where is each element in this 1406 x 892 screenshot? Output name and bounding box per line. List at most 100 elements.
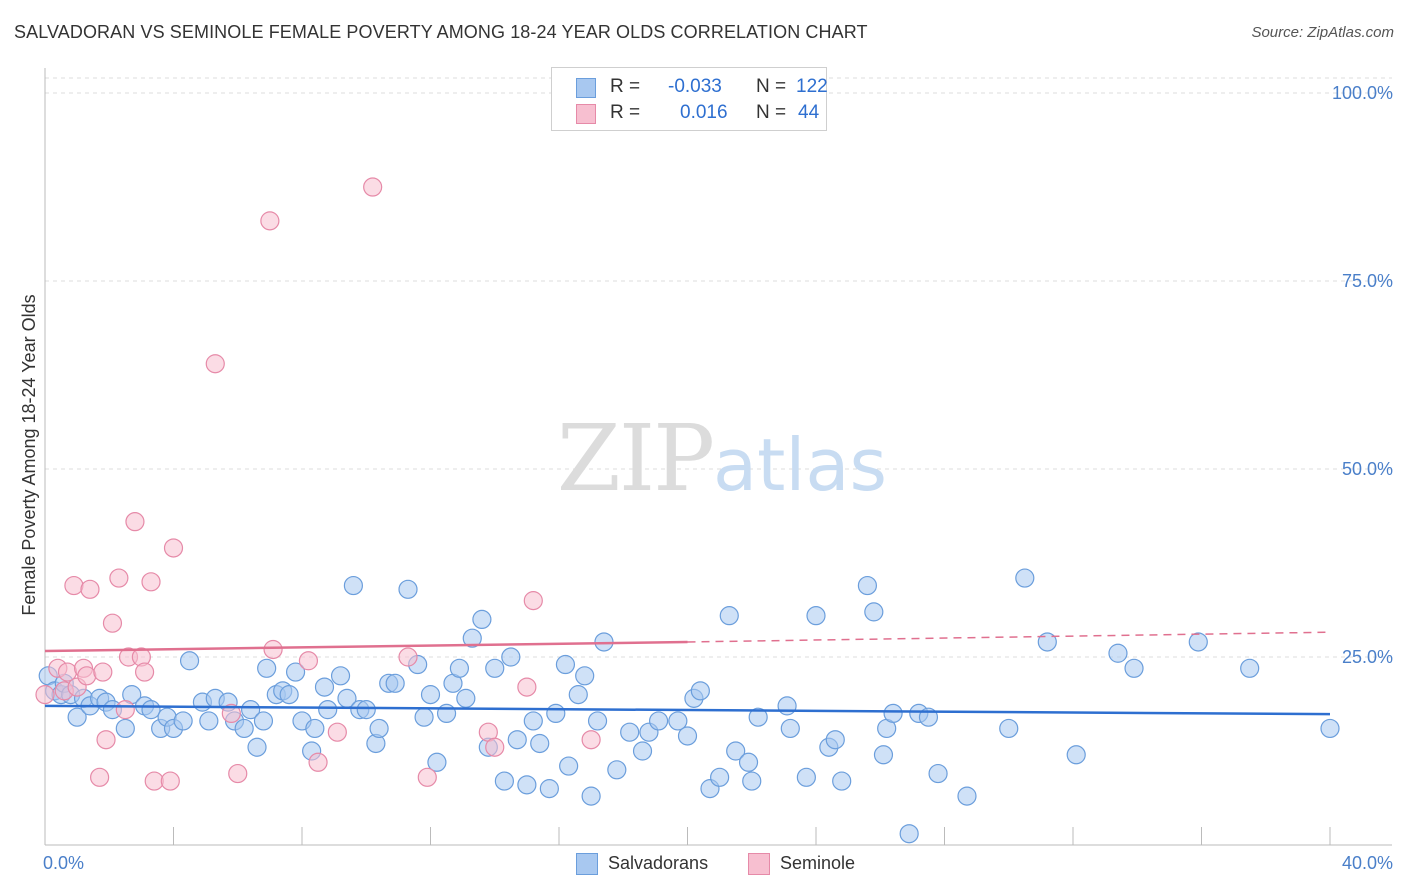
data-point (1320, 718, 1340, 739)
data-point (546, 703, 566, 724)
data-point (648, 711, 669, 731)
data-point (677, 726, 698, 746)
data-point (1240, 658, 1260, 678)
legend-r-value: 0.016 (680, 102, 728, 123)
data-point (719, 606, 739, 626)
tick-labels: 25.0% 50.0% 75.0% 100.0% 0.0% 40.0% (43, 83, 1393, 873)
data-point (873, 745, 894, 765)
data-point (748, 707, 768, 727)
data-point (427, 752, 447, 772)
data-point (93, 662, 113, 682)
data-point (899, 824, 919, 844)
data-point (928, 763, 948, 784)
legend-n-value: 44 (798, 102, 820, 123)
data-point (234, 718, 254, 739)
data-point (555, 654, 576, 675)
data-point (777, 696, 797, 716)
data-point (796, 767, 816, 787)
data-point (517, 677, 537, 697)
y-tick-label: 50.0% (1342, 459, 1393, 479)
data-point (559, 756, 579, 776)
legend-swatch-salvadorans (576, 853, 598, 875)
stats-legend: R = -0.033 N = 122 R = 0.016 N = 44 (551, 67, 828, 131)
x-tick-label: 40.0% (1342, 853, 1393, 873)
data-point (414, 707, 434, 727)
data-point (568, 685, 588, 705)
data-point (179, 651, 200, 671)
data-point (260, 211, 280, 231)
data-point (780, 718, 800, 739)
legend-swatch-seminole (576, 104, 596, 124)
data-point (257, 658, 277, 678)
data-point (420, 685, 441, 705)
data-point (125, 512, 145, 532)
trend-line-salvadorans (44, 704, 1331, 716)
data-point (398, 647, 418, 667)
data-point (883, 703, 903, 724)
trend-line-extension (687, 631, 1331, 643)
data-points (35, 177, 1340, 844)
trend-lines (44, 631, 1331, 716)
data-point (318, 700, 338, 720)
data-point (436, 703, 457, 724)
data-point (253, 711, 274, 731)
data-point (308, 752, 328, 772)
data-point (1108, 643, 1128, 663)
data-point (517, 775, 537, 795)
y-tick-label: 100.0% (1332, 83, 1393, 103)
data-point (109, 568, 129, 588)
legend-n-value: 122 (796, 76, 828, 97)
data-point (417, 767, 437, 787)
data-point (67, 707, 87, 727)
legend-swatch-salvadorans (576, 78, 596, 98)
data-point (806, 606, 826, 626)
data-point (668, 711, 688, 731)
data-point (485, 737, 505, 757)
data-point (35, 685, 55, 705)
data-point (832, 771, 852, 791)
data-point (343, 575, 363, 596)
data-point (507, 730, 527, 750)
legend-swatch-seminole (748, 853, 770, 875)
data-point (607, 760, 627, 780)
watermark-atlas: atlas (713, 423, 887, 507)
data-point (494, 771, 514, 791)
data-point (327, 722, 347, 742)
data-point (581, 786, 601, 806)
data-point (115, 700, 135, 720)
trend-line-seminole (44, 640, 688, 653)
data-point (957, 786, 977, 806)
data-point (160, 771, 180, 791)
data-point (575, 666, 595, 686)
chart-title: SALVADORAN VS SEMINOLE FEMALE POVERTY AM… (14, 22, 868, 42)
data-point (485, 658, 505, 678)
series-salvadorans (38, 568, 1340, 844)
data-point (999, 718, 1019, 739)
data-point (141, 700, 161, 720)
legend-r-label: R = (610, 102, 641, 123)
gridlines (45, 77, 1392, 658)
data-point (738, 752, 759, 772)
data-point (864, 602, 884, 622)
data-point (298, 651, 319, 671)
data-point (285, 662, 306, 682)
data-point (369, 718, 389, 739)
data-point (241, 700, 261, 720)
y-tick-label: 75.0% (1342, 271, 1393, 291)
data-point (398, 579, 418, 599)
data-point (263, 639, 283, 660)
data-point (587, 711, 608, 731)
data-point (1124, 658, 1144, 678)
data-point (102, 613, 123, 633)
data-point (199, 711, 219, 731)
data-point (163, 538, 184, 558)
source-label: Source: ZipAtlas.com (1251, 24, 1394, 41)
data-point (144, 771, 164, 791)
data-point (690, 681, 710, 701)
data-point (472, 609, 492, 630)
data-point (356, 700, 376, 720)
data-point (1188, 632, 1208, 652)
data-point (620, 722, 640, 742)
x-tick-label: 0.0% (43, 853, 84, 873)
